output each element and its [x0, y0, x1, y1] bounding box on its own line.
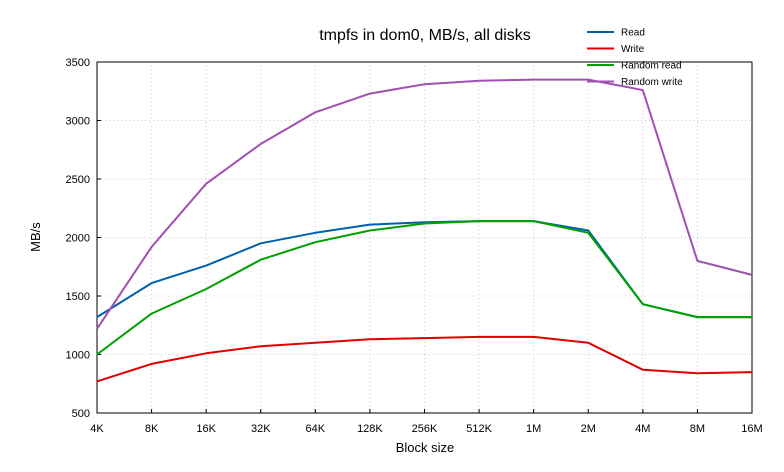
axis-ticks: 4K 8K 16K 32K 64K 128K 256K 512K 1M 2M 4M 8M 16M 500 1…	[66, 57, 763, 435]
legend-label: Random read	[621, 61, 682, 72]
y-tick-label: 2000	[66, 233, 90, 245]
legend-label: Random write	[621, 77, 683, 88]
legend: Read Write Random read Random write	[587, 28, 683, 88]
x-tick-label: 16M	[741, 423, 762, 435]
x-tick-label: 512K	[466, 423, 492, 435]
x-tick-label: 1M	[526, 423, 541, 435]
series-line-random-write	[96, 78, 753, 330]
x-tick-label: 128K	[357, 423, 383, 435]
legend-label: Write	[621, 44, 645, 55]
x-tick-label: 8M	[690, 423, 705, 435]
legend-label: Read	[621, 28, 645, 39]
x-tick-label: 4M	[635, 423, 650, 435]
y-tick-label: 500	[72, 408, 90, 420]
series-lines	[96, 78, 753, 383]
y-axis-label: MB/s	[28, 222, 43, 252]
y-tick-label: 1000	[66, 350, 90, 362]
x-tick-label: 32K	[251, 423, 271, 435]
x-tick-label: 2M	[581, 423, 596, 435]
y-tick-label: 1500	[66, 291, 90, 303]
x-tick-label: 4K	[90, 423, 104, 435]
x-tick-label: 64K	[306, 423, 326, 435]
x-axis-label: Block size	[396, 440, 455, 455]
grid	[97, 62, 752, 413]
y-tick-label: 2500	[66, 174, 90, 186]
series-line-write	[96, 335, 753, 383]
y-tick-label: 3000	[66, 116, 90, 128]
x-tick-label: 16K	[196, 423, 216, 435]
series-line-random-read	[96, 220, 752, 356]
y-tick-label: 3500	[66, 57, 90, 69]
chart-title: tmpfs in dom0, MB/s, all disks	[319, 27, 531, 44]
x-tick-label: 8K	[145, 423, 159, 435]
x-tick-label: 256K	[412, 423, 438, 435]
